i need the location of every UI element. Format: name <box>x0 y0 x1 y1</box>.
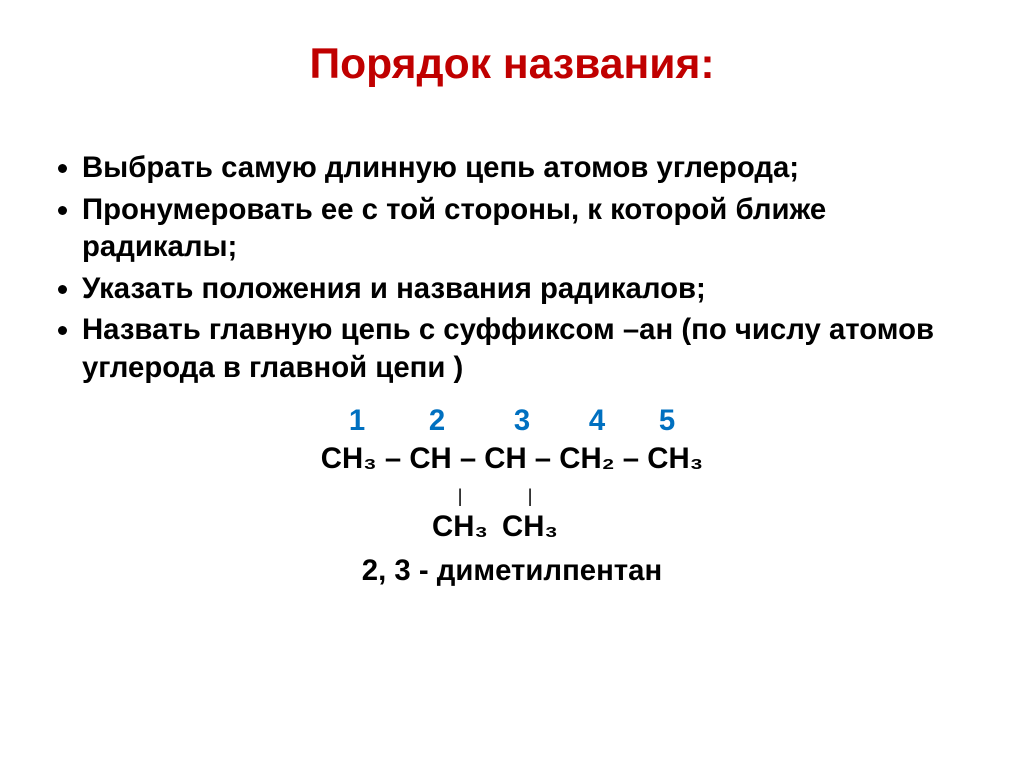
slide-title: Порядок названия: <box>40 40 984 89</box>
carbon-number: 2 <box>392 404 482 438</box>
bullet-item: Назвать главную цепь с суффиксом –ан (по… <box>82 311 984 386</box>
branch-group: CH₃ <box>500 510 560 544</box>
compound-name: 2, 3 - диметилпентан <box>40 554 984 588</box>
branch-group: CH₃ <box>430 510 490 544</box>
main-chain: CH₃ – CH – CH – CH₂ – CH₃ <box>40 442 984 476</box>
carbon-number: 1 <box>322 404 392 438</box>
bond-row: || <box>40 476 984 510</box>
bond-mark: | <box>500 485 560 507</box>
carbon-numbers: 12345 <box>40 404 984 438</box>
bullet-list: Выбрать самую длинную цепь атомов углеро… <box>40 149 984 386</box>
bond-mark: | <box>430 485 490 507</box>
slide: Порядок названия: Выбрать самую длинную … <box>0 0 1024 767</box>
branch-row: CH₃ CH₃ <box>40 510 984 544</box>
bullet-item: Пронумеровать ее с той стороны, к которо… <box>82 191 984 266</box>
formula-block: 12345 CH₃ – CH – CH – CH₂ – CH₃ || CH₃CH… <box>40 404 984 588</box>
carbon-number: 4 <box>562 404 632 438</box>
bullet-item: Выбрать самую длинную цепь атомов углеро… <box>82 149 984 187</box>
carbon-number: 3 <box>482 404 562 438</box>
carbon-number: 5 <box>632 404 702 438</box>
bullet-item: Указать положения и названия радикалов; <box>82 270 984 308</box>
